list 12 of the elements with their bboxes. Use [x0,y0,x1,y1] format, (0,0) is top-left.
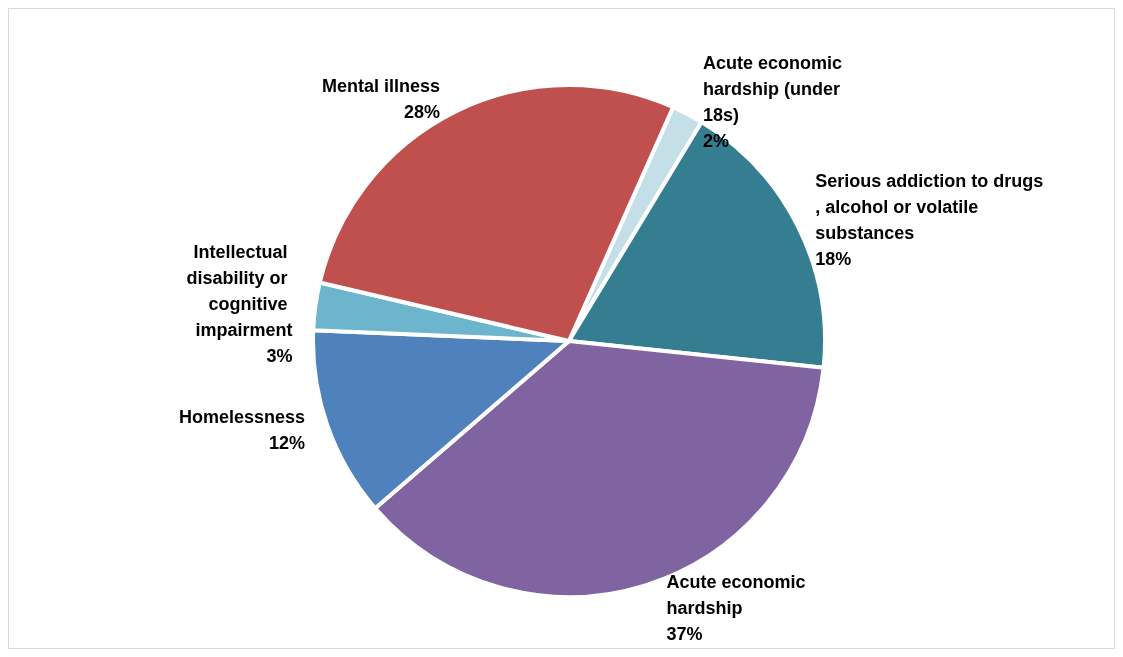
data-label: 3% [266,346,293,367]
slice-label: Homelessness [178,406,306,427]
slice-label: Mental illness [321,76,440,97]
slice-label: Acute economic hardship (under 18s) [703,52,848,125]
data-label: 37% [666,624,703,644]
data-label: 18% [815,249,852,270]
data-label: 12% [268,432,306,453]
data-label: 2% [703,130,730,151]
data-label: 28% [403,102,440,123]
slice-label: Intellectual disability or cognitive impairment [186,242,293,341]
slice-label: Serious addiction to drugs, alcohol or volatile substances [815,171,1044,244]
slice-label: Acute economic hardship [666,572,811,618]
